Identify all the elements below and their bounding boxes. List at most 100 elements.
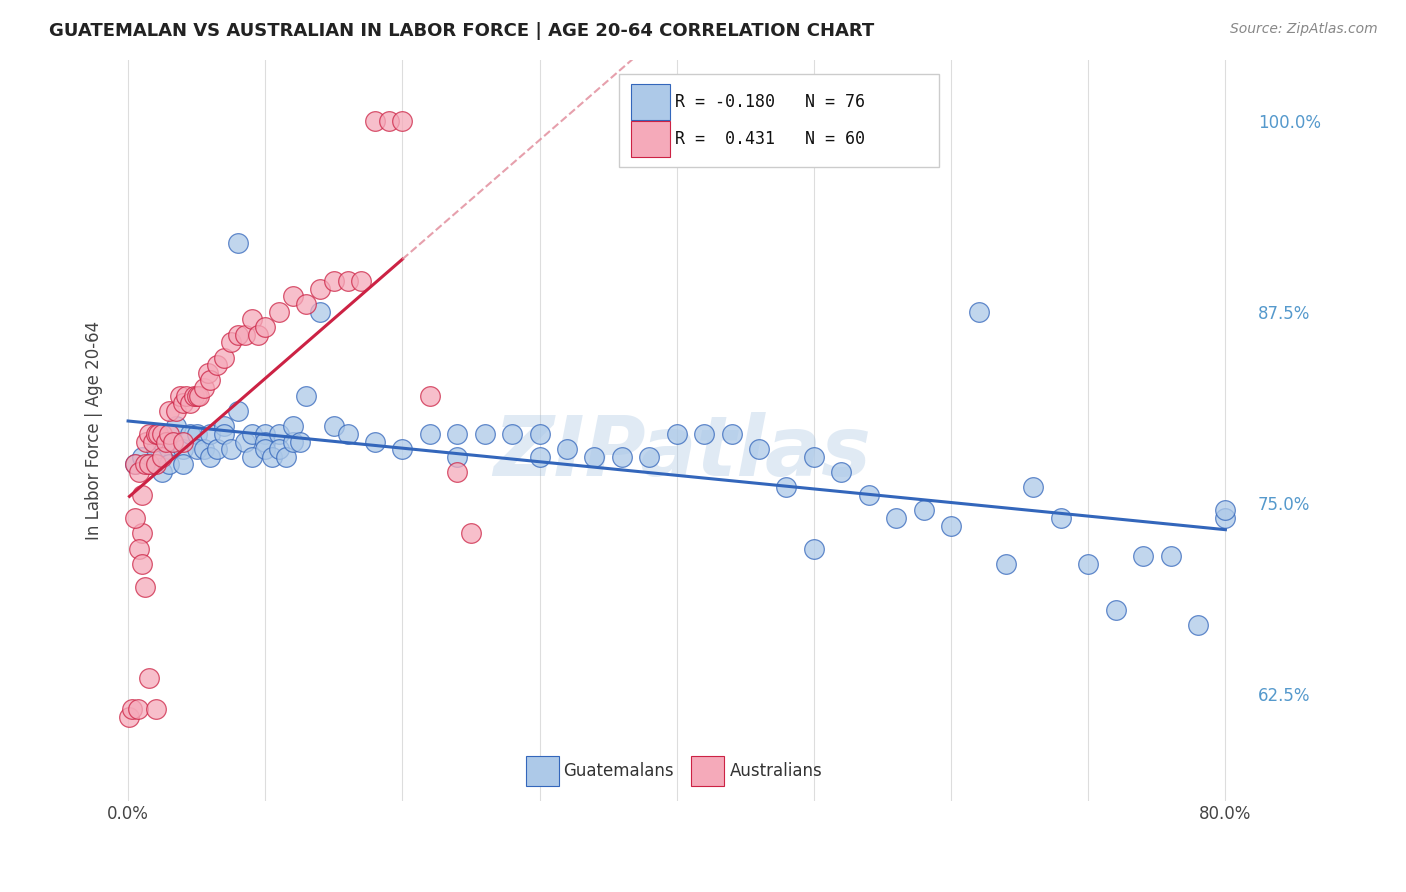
Point bbox=[128, 541, 150, 556]
Text: R =  0.431   N = 60: R = 0.431 N = 60 bbox=[675, 130, 865, 148]
Point bbox=[174, 389, 197, 403]
Point bbox=[200, 374, 222, 388]
Point bbox=[1215, 511, 1237, 525]
Point bbox=[748, 442, 770, 457]
Point bbox=[295, 297, 318, 311]
Point bbox=[267, 442, 290, 457]
Point bbox=[529, 450, 551, 464]
Point bbox=[281, 289, 304, 303]
Point bbox=[501, 426, 523, 441]
Point bbox=[1105, 602, 1128, 616]
Point bbox=[138, 458, 160, 472]
Point bbox=[1077, 557, 1099, 571]
Point bbox=[212, 351, 235, 365]
FancyBboxPatch shape bbox=[631, 121, 669, 157]
Point bbox=[281, 419, 304, 434]
Point bbox=[693, 426, 716, 441]
Point bbox=[135, 434, 157, 449]
Point bbox=[226, 404, 249, 418]
Point bbox=[240, 426, 263, 441]
Text: Guatemalans: Guatemalans bbox=[564, 762, 673, 780]
Point bbox=[131, 450, 153, 464]
Text: GUATEMALAN VS AUSTRALIAN IN LABOR FORCE | AGE 20-64 CORRELATION CHART: GUATEMALAN VS AUSTRALIAN IN LABOR FORCE … bbox=[49, 22, 875, 40]
Point bbox=[138, 458, 160, 472]
Point bbox=[226, 327, 249, 342]
Point bbox=[254, 426, 277, 441]
Point bbox=[1160, 549, 1182, 563]
Point bbox=[775, 480, 797, 494]
Point bbox=[364, 113, 387, 128]
Point bbox=[262, 450, 284, 464]
Point bbox=[193, 442, 215, 457]
Point bbox=[131, 488, 153, 502]
Point bbox=[150, 434, 173, 449]
Point bbox=[138, 672, 160, 686]
Point bbox=[240, 312, 263, 326]
Point bbox=[254, 442, 277, 457]
FancyBboxPatch shape bbox=[631, 84, 669, 120]
Point bbox=[145, 702, 167, 716]
Point bbox=[288, 434, 311, 449]
Point bbox=[858, 488, 880, 502]
Point bbox=[274, 450, 297, 464]
Point bbox=[131, 526, 153, 541]
Point bbox=[188, 389, 211, 403]
Point bbox=[1187, 618, 1209, 632]
Text: Source: ZipAtlas.com: Source: ZipAtlas.com bbox=[1230, 22, 1378, 37]
Point bbox=[1215, 503, 1237, 517]
Point bbox=[267, 304, 290, 318]
Point bbox=[148, 426, 170, 441]
Point bbox=[207, 358, 229, 372]
Point bbox=[309, 282, 332, 296]
Point bbox=[254, 320, 277, 334]
Point bbox=[295, 389, 318, 403]
Point bbox=[419, 389, 441, 403]
Point bbox=[460, 526, 482, 541]
Point bbox=[419, 426, 441, 441]
Point bbox=[226, 235, 249, 250]
Point bbox=[172, 434, 194, 449]
Point bbox=[212, 419, 235, 434]
Point bbox=[247, 327, 270, 342]
Point bbox=[172, 458, 194, 472]
Point bbox=[322, 419, 344, 434]
Point bbox=[240, 450, 263, 464]
Point bbox=[254, 434, 277, 449]
Point bbox=[183, 389, 205, 403]
Point bbox=[197, 366, 219, 380]
Point bbox=[172, 442, 194, 457]
Point bbox=[884, 511, 907, 525]
Point bbox=[939, 518, 962, 533]
Point bbox=[555, 442, 578, 457]
Point bbox=[336, 426, 359, 441]
Point bbox=[118, 709, 141, 723]
Point bbox=[200, 450, 222, 464]
Point bbox=[912, 503, 935, 517]
Point bbox=[967, 304, 990, 318]
Point bbox=[150, 450, 173, 464]
Point bbox=[281, 434, 304, 449]
Point bbox=[377, 113, 399, 128]
Point bbox=[193, 381, 215, 395]
Point bbox=[145, 458, 167, 472]
Text: ZIPatlas: ZIPatlas bbox=[494, 412, 872, 493]
Point bbox=[128, 465, 150, 479]
Point bbox=[169, 389, 191, 403]
Point bbox=[145, 426, 167, 441]
Point bbox=[267, 426, 290, 441]
Point bbox=[186, 442, 208, 457]
Point bbox=[157, 404, 180, 418]
Point bbox=[172, 396, 194, 410]
Point bbox=[233, 327, 256, 342]
FancyBboxPatch shape bbox=[526, 756, 560, 786]
Point bbox=[391, 113, 413, 128]
Point bbox=[134, 458, 156, 472]
Point bbox=[150, 465, 173, 479]
Point bbox=[336, 274, 359, 288]
Point bbox=[121, 702, 143, 716]
Point bbox=[138, 426, 160, 441]
Point bbox=[474, 426, 496, 441]
Point bbox=[322, 274, 344, 288]
Point bbox=[720, 426, 742, 441]
Point bbox=[157, 442, 180, 457]
